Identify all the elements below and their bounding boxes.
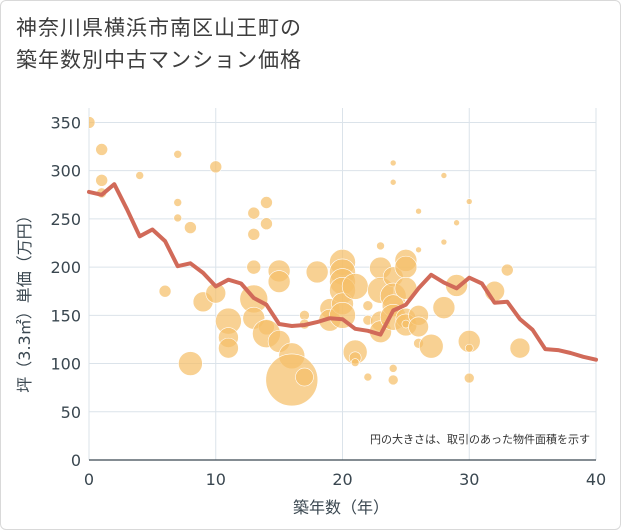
data-bubble [394,255,418,279]
data-bubble [260,196,273,209]
y-tick-label: 100 [50,355,81,374]
data-bubble [362,300,374,311]
data-bubble [440,238,448,246]
data-bubble [464,343,474,353]
size-note: 円の大きさは、取引のあった物件面積を示す [370,432,590,446]
data-bubble [305,260,329,284]
data-bubble [408,316,429,338]
data-bubble [509,337,531,359]
data-bubble [205,282,227,304]
data-bubble [135,171,144,180]
data-bubble [267,270,291,293]
title-line-2: 築年数別中古マンション価格 [16,48,302,72]
data-bubble [465,198,473,205]
data-bubble [363,372,373,382]
y-axis-label: 坪（3.3㎡）単価（万円） [15,207,34,392]
y-tick-label: 50 [61,403,81,422]
data-bubble [440,172,448,179]
x-tick-label: 40 [586,470,606,489]
data-bubble [173,198,183,207]
data-bubble [500,263,514,277]
x-tick-label: 20 [332,470,352,489]
data-bubble [173,149,183,159]
y-tick-label: 150 [50,306,81,325]
data-bubble [247,228,261,241]
y-tick-label: 250 [50,210,81,229]
y-tick-label: 200 [50,258,81,277]
data-bubble [376,241,385,251]
y-tick-label: 350 [50,113,81,132]
data-bubble [388,364,398,373]
x-tick-label: 10 [206,470,226,489]
data-bubble [418,333,444,359]
x-tick-label: 0 [84,470,94,489]
data-bubble [415,246,422,254]
data-bubble [173,213,183,223]
data-bubble [350,358,360,367]
data-bubble [184,221,197,234]
data-bubble [89,116,96,129]
data-bubble [95,143,108,156]
data-bubble [209,160,223,174]
data-bubble [218,337,239,359]
y-tick-label: 0 [71,451,81,470]
data-bubble [389,159,397,167]
x-tick-label: 30 [459,470,479,489]
data-bubble [95,174,108,187]
data-bubble [246,259,262,275]
average-price-line [87,182,598,362]
data-bubble [260,217,273,231]
data-bubble [389,178,397,186]
data-bubble [341,273,369,300]
data-bubble [463,372,475,384]
y-tick-label: 300 [50,162,81,181]
data-bubble [178,351,203,376]
data-bubble [265,353,319,407]
chart-title: 神奈川県横浜市南区山王町の 築年数別中古マンション価格 [16,12,302,76]
data-bubble [158,284,172,298]
data-bubble [295,367,314,387]
bubbles-layer [89,116,531,407]
x-axis-label: 築年数（年） [293,498,389,517]
title-line-1: 神奈川県横浜市南区山王町の [16,16,302,40]
data-bubble [453,219,460,227]
axes-layer: 0 50 100 150 200 250 300 350 0 10 20 30 40 [50,113,606,489]
data-bubble [432,296,456,319]
trend-line-layer [87,182,598,362]
data-bubble [247,206,261,220]
data-bubble [387,374,399,386]
data-bubble [415,207,422,215]
